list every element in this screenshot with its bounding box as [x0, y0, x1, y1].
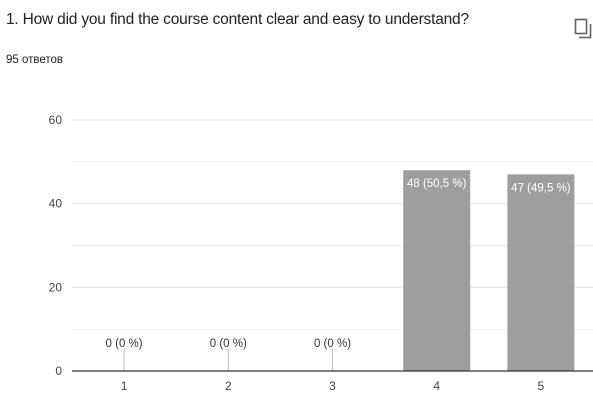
data-label: 0 (0 %)	[314, 338, 351, 350]
x-tick-label: 5	[538, 379, 545, 393]
y-tick-label: 0	[55, 364, 62, 378]
data-label: 48 (50,5 %)	[407, 178, 467, 190]
x-tick-label: 3	[329, 379, 336, 393]
question-title: 1. How did you find the course content c…	[6, 11, 469, 28]
x-tick-label: 4	[433, 379, 440, 393]
y-tick-label: 60	[49, 113, 63, 127]
y-tick-label: 20	[49, 280, 63, 294]
copy-icon	[574, 18, 592, 39]
y-tick-label: 40	[49, 197, 63, 211]
data-label: 0 (0 %)	[106, 338, 143, 350]
bar	[507, 174, 575, 371]
response-count: 95 ответов	[6, 54, 64, 66]
x-tick-label: 1	[121, 379, 128, 393]
data-label: 47 (49,5 %)	[511, 182, 571, 194]
data-label: 0 (0 %)	[210, 338, 247, 350]
x-tick-label: 2	[225, 379, 232, 393]
copy-chart-button[interactable]	[574, 18, 592, 40]
bar	[403, 170, 471, 371]
